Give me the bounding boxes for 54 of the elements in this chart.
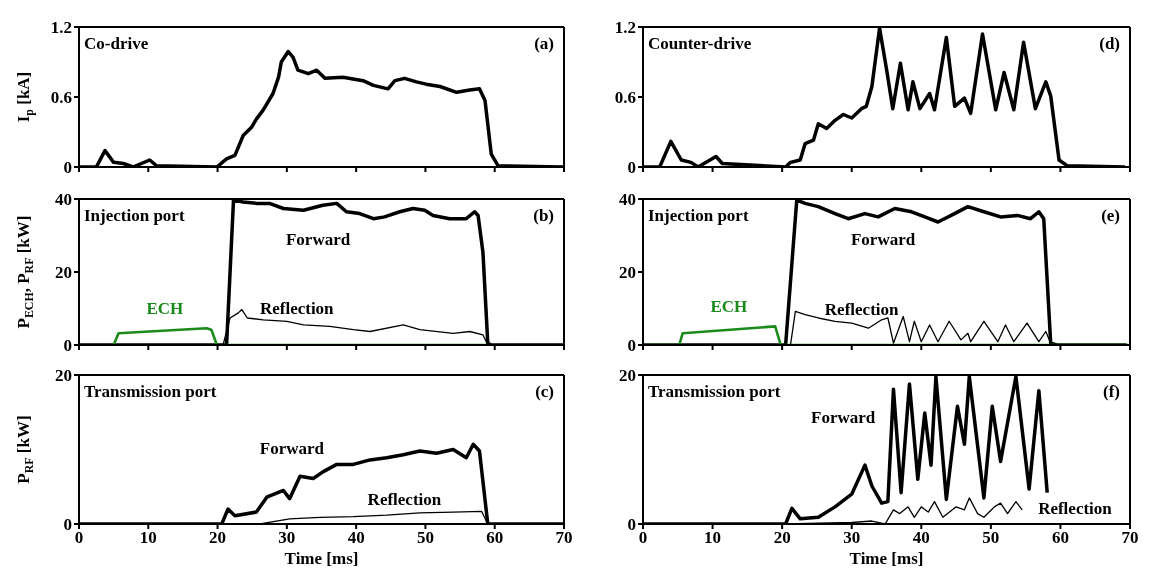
y-tick-label: 0.6 [50,88,72,108]
y-tick-label: 0 [63,515,72,535]
annotation: Reflection [1038,499,1113,519]
y-tick-label: 0 [627,158,636,178]
y-tick-label: 0 [627,336,636,356]
x-tick-label: 30 [843,528,861,548]
x-tick-label: 40 [347,528,365,548]
annotation: (f) [1103,382,1120,401]
y-tick-label: 20 [55,366,72,386]
annotation: (e) [1101,206,1120,225]
x-tick-label: 70 [1121,528,1139,548]
annotation: Reflection [824,299,900,319]
x-axis-title: Time [ms] [849,549,924,568]
annotation: Co-drive [84,34,149,53]
y-tick-label: 0.6 [614,88,636,108]
annotation: Transmission port [648,382,781,401]
x-tick-label: 10 [139,528,157,548]
y-tick-label: 20 [619,366,636,386]
x-tick-label: 20 [209,528,227,548]
annotation: Forward [259,439,325,459]
annotation: Forward [811,407,876,427]
y-tick-label: 20 [619,263,636,283]
y-tick-label: 40 [55,190,72,210]
series-label: ECH [146,299,184,319]
annotation: Transmission port [84,382,217,401]
x-tick-label: 50 [416,528,434,548]
annotation: Reflection [259,298,335,318]
x-tick-label: 20 [773,528,791,548]
y-tick-label: 40 [619,190,636,210]
annotation: Reflection [367,489,442,509]
x-axis-title: Time [ms] [284,549,359,568]
y-tick-label: 0 [63,158,72,178]
annotation: Forward [850,230,916,250]
x-tick-label: 10 [704,528,722,548]
x-tick-label: 60 [486,528,504,548]
series-label: ECH [710,297,748,317]
y-tick-label: 1.2 [614,18,636,38]
annotation: Counter-drive [648,34,752,53]
x-tick-label: 30 [278,528,296,548]
annotation: (d) [1099,34,1120,53]
x-tick-label: 50 [982,528,1000,548]
y-tick-label: 1.2 [50,18,72,38]
y-tick-label: 0 [627,515,636,535]
annotation: (c) [535,382,554,401]
y-tick-label: 0 [63,336,72,356]
annotation: (b) [533,206,554,225]
annotation: Forward [286,230,351,250]
x-tick-label: 70 [555,528,573,548]
annotation: (a) [534,34,554,53]
x-tick-label: 40 [912,528,930,548]
x-tick-label: 60 [1051,528,1069,548]
annotation: Injection port [84,206,185,225]
annotation: Injection port [648,206,749,225]
y-tick-label: 20 [55,263,72,283]
